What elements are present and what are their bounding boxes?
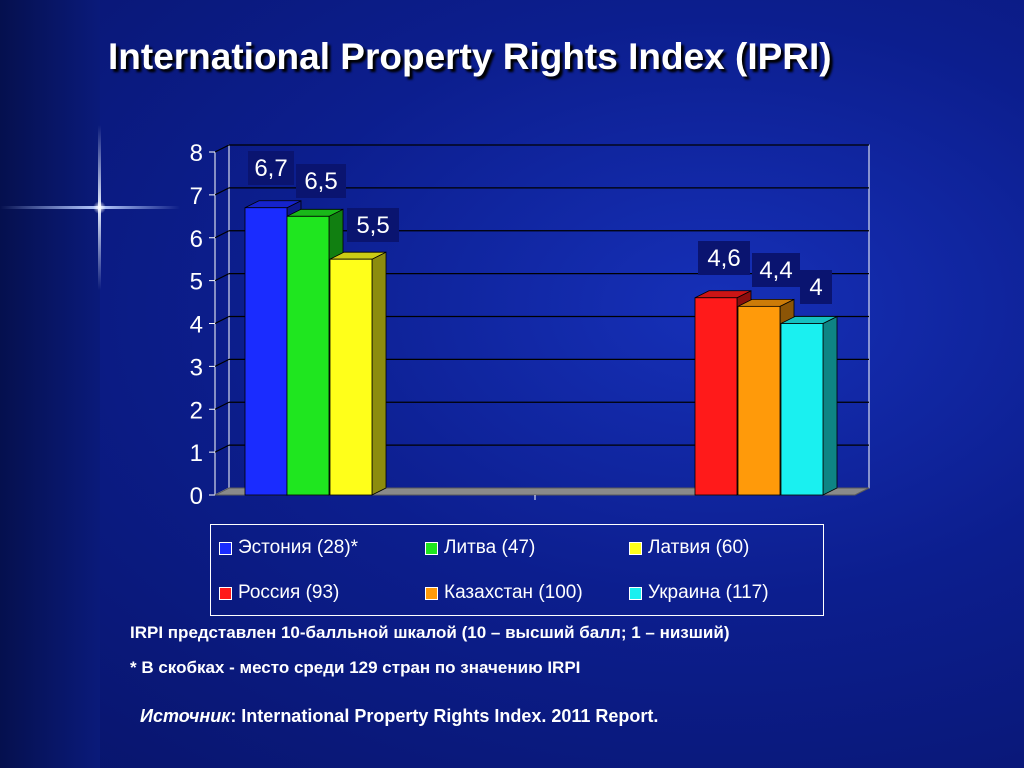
sparkle-decoration <box>0 206 180 209</box>
bar <box>737 305 781 496</box>
data-label: 4,6 <box>707 245 740 272</box>
legend-item: Эстония (28)* <box>219 537 358 559</box>
bar-side <box>371 251 387 496</box>
y-tick-label: 7 <box>190 183 203 210</box>
y-tick-label: 6 <box>190 226 203 253</box>
y-tick-label: 3 <box>190 354 203 381</box>
rank-note: * В скобках - место среди 129 стран по з… <box>130 658 581 677</box>
data-label: 6,5 <box>304 168 337 195</box>
legend-swatch <box>219 541 232 555</box>
data-label-box <box>800 270 832 304</box>
legend-swatch <box>629 586 642 600</box>
data-label: 5,5 <box>356 212 389 239</box>
legend-swatch <box>219 586 232 600</box>
gridline-side <box>214 401 230 410</box>
data-label: 6,7 <box>254 155 287 182</box>
legend-swatch <box>425 586 438 600</box>
bar-side <box>822 315 838 496</box>
y-tick-label: 2 <box>190 397 203 424</box>
legend-label: Казахстан (100) <box>444 582 583 603</box>
chart-legend: Эстония (28)* Литва (47) Латвия (60) Рос… <box>210 524 824 616</box>
legend-item: Россия (93) <box>219 582 339 604</box>
source-label: Источник <box>140 706 231 726</box>
bar <box>694 297 738 496</box>
legend-item: Украина (117) <box>629 582 769 604</box>
data-label-box <box>347 208 399 242</box>
legend-label: Латвия (60) <box>648 537 750 558</box>
gridline-side <box>214 358 230 367</box>
legend-label: Литва (47) <box>444 537 536 558</box>
y-tick-label: 0 <box>190 483 203 510</box>
gridline-side <box>214 273 230 282</box>
left-decor-band <box>0 0 100 768</box>
bar <box>780 323 824 496</box>
gridline-side <box>214 230 230 239</box>
data-label-box <box>752 253 800 287</box>
gridline-side <box>214 187 230 196</box>
bar <box>244 207 288 496</box>
gridline-side <box>214 444 230 453</box>
y-tick-label: 8 <box>190 140 203 167</box>
legend-swatch <box>425 541 438 555</box>
legend-swatch <box>629 541 642 555</box>
y-tick-label: 4 <box>190 312 203 339</box>
sparkle-core <box>93 201 106 214</box>
data-label-box <box>248 151 294 185</box>
y-tick-label: 1 <box>190 440 203 467</box>
bar <box>329 258 373 496</box>
data-label: 4,4 <box>759 257 792 284</box>
gridline-side <box>214 315 230 325</box>
legend-label: Россия (93) <box>238 582 340 603</box>
page-title: International Property Rights Index (IPR… <box>108 36 832 77</box>
gridline-side <box>214 144 230 153</box>
data-label: 4 <box>809 274 822 301</box>
bar <box>286 215 330 496</box>
data-label-box <box>296 164 346 198</box>
source-text: : International Property Rights Index. 2… <box>230 706 659 726</box>
legend-label: Эстония (28)* <box>238 537 359 558</box>
scale-note: IRPI представлен 10-балльной шкалой (10 … <box>130 623 730 642</box>
source-citation: Источник: International Property Rights … <box>140 706 658 727</box>
legend-item: Казахстан (100) <box>425 582 583 604</box>
data-label-box <box>698 241 750 275</box>
y-tick-label: 5 <box>190 269 203 296</box>
legend-item: Латвия (60) <box>629 537 749 559</box>
legend-item: Литва (47) <box>425 537 535 559</box>
legend-label: Украина (117) <box>648 582 769 603</box>
